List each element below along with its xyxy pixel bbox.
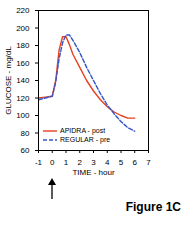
svg-text:100: 100 [16, 111, 30, 120]
svg-text:180: 180 [16, 41, 30, 50]
svg-text:3: 3 [91, 158, 96, 167]
svg-text:4: 4 [105, 158, 110, 167]
html-text:Figure 1C: Figure 1C [125, 200, 181, 214]
svg-text:1: 1 [64, 158, 69, 167]
svg-text:80: 80 [21, 129, 30, 138]
svg-text:160: 160 [16, 59, 30, 68]
html-text:APIDRA - post: APIDRA - post [60, 127, 106, 134]
svg-text:GLUCOSE - mg/dL: GLUCOSE - mg/dL [4, 46, 13, 115]
svg-text:5: 5 [119, 158, 124, 167]
svg-text:60: 60 [21, 146, 30, 155]
svg-text:220: 220 [16, 6, 30, 15]
svg-text:120: 120 [16, 94, 30, 103]
svg-text:2: 2 [78, 158, 83, 167]
svg-text:7: 7 [146, 158, 151, 167]
svg-text:140: 140 [16, 76, 30, 85]
svg-text:200: 200 [16, 24, 30, 33]
svg-text:6: 6 [133, 158, 138, 167]
html-text:REGULAR - pre: REGULAR - pre [60, 136, 111, 143]
svg-text:TIME - hour: TIME - hour [72, 168, 115, 177]
svg-text:-1: -1 [35, 158, 43, 167]
svg-text:0: 0 [50, 158, 55, 167]
